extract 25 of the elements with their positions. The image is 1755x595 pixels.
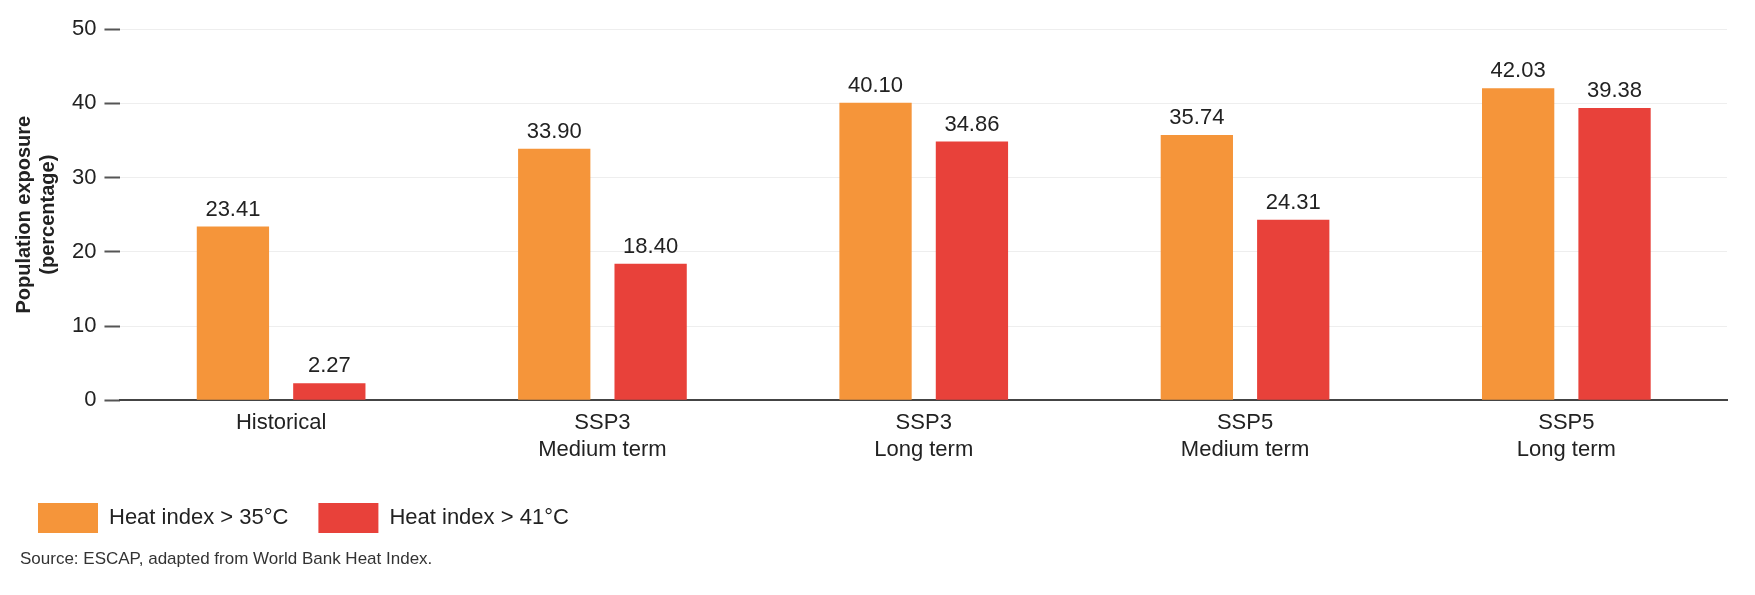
data-label: 33.90 <box>526 117 582 143</box>
y-tick-label: 30 <box>71 163 97 189</box>
y-axis-title: Population exposure (percentage) <box>11 115 58 314</box>
data-label: 39.38 <box>1587 77 1643 103</box>
legend-label: Heat index > 41°C <box>389 504 569 530</box>
data-label: 18.40 <box>623 232 679 258</box>
x-tick-label: SSP5 Medium term <box>1180 409 1310 461</box>
data-label: 2.27 <box>307 352 351 378</box>
y-tick-label: 0 <box>84 386 97 412</box>
data-label: 23.41 <box>205 195 261 221</box>
x-tick-label: SSP3 Medium term <box>538 409 667 461</box>
x-tick-label: SSP5 Long term <box>1516 409 1616 461</box>
source-note: Source: ESCAP, adapted from World Bank Heat Index. <box>19 549 434 569</box>
y-tick-label: 20 <box>71 237 97 263</box>
y-tick-label: 50 <box>71 15 97 41</box>
data-label: 40.10 <box>848 71 904 97</box>
legend-label: Heat index > 35°C <box>109 504 289 530</box>
y-tick-label: 40 <box>71 89 97 115</box>
x-tick-label: SSP3 Long term <box>874 409 974 461</box>
x-tick-label: Historical <box>235 409 327 435</box>
data-label: 34.86 <box>944 110 1000 136</box>
data-label: 24.31 <box>1265 188 1321 214</box>
y-tick-label: 10 <box>71 312 97 338</box>
data-label: 35.74 <box>1169 104 1225 130</box>
data-label: 42.03 <box>1490 57 1546 83</box>
